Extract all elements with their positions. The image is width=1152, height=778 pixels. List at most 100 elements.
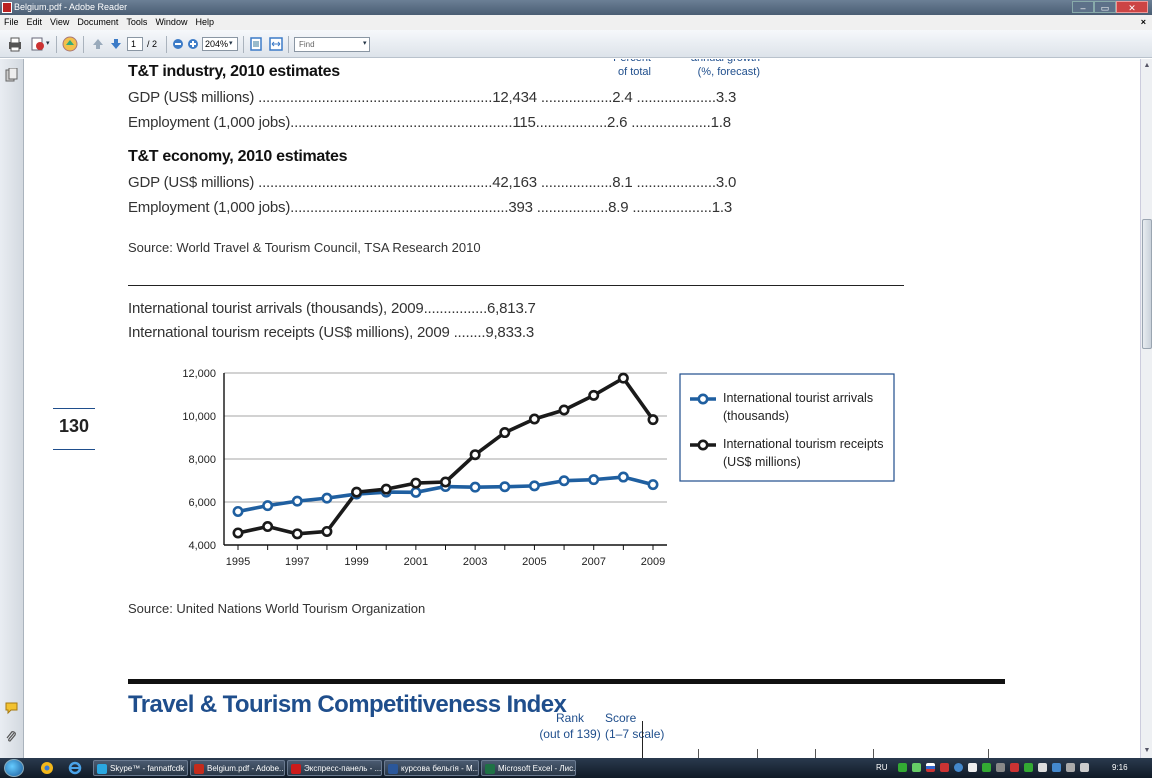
find-dropdown-icon[interactable]: ▾ [363,40,367,47]
tray-icon[interactable] [912,763,921,772]
print-icon[interactable] [7,36,23,52]
data-point [410,486,422,498]
language-indicator[interactable]: RU [876,763,888,772]
zoom-dropdown-icon[interactable]: ▾ [229,40,233,47]
scroll-down-icon[interactable]: ▼ [1143,747,1151,754]
x-tick-label: 1997 [285,556,309,568]
menu-document[interactable]: Document [77,17,119,27]
volume-icon[interactable] [1080,763,1089,772]
data-point [647,414,659,426]
word-icon [388,764,398,774]
document-close-button[interactable]: × [1140,17,1146,27]
fit-width-icon[interactable] [268,36,284,52]
tray-icon[interactable] [940,763,949,772]
start-button[interactable] [4,759,24,777]
y-tick-label: 8,000 [188,454,216,466]
close-button[interactable]: ✕ [1116,1,1148,13]
menu-tools[interactable]: Tools [126,17,148,27]
comments-panel-icon[interactable] [5,701,18,715]
data-point [262,521,274,533]
data-point [291,528,303,540]
x-tick-label: 2003 [463,556,487,568]
create-pdf-dropdown-icon[interactable]: ▾ [46,40,50,47]
tray-icon[interactable] [1024,763,1033,772]
y-tick-label: 10,000 [182,411,216,423]
tray-icon[interactable] [954,763,963,772]
attachments-panel-icon[interactable] [5,730,18,744]
data-point [351,486,363,498]
menu-help[interactable]: Help [195,17,214,27]
fit-page-icon[interactable] [248,36,264,52]
zoom-out-icon[interactable] [172,38,184,50]
tray-icon[interactable] [968,763,977,772]
x-tick-label: 2001 [404,556,428,568]
tray-icon[interactable] [982,763,991,772]
tray-icon[interactable] [1066,763,1075,772]
data-point [469,449,481,461]
data-point [617,471,629,483]
opera-icon [291,764,301,774]
zoom-in-icon[interactable] [187,38,199,50]
score-tick [815,749,816,758]
task-skype[interactable]: Skype™ - fannatfcdk [93,760,188,776]
tray-icon[interactable] [996,763,1005,772]
x-tick-label: 2007 [581,556,605,568]
task-adobe-reader[interactable]: Belgium.pdf - Adobe... [190,760,285,776]
collaborate-icon[interactable] [62,36,78,52]
create-pdf-icon[interactable] [30,36,46,52]
source-wttc: Source: World Travel & Tourism Council, … [128,240,481,255]
tourism-line-chart: 4,000 6,000 8,000 10,000 12,000 1995 1997 1999… [182,368,895,568]
task-opera[interactable]: Экспресс-панель - ... [287,760,382,776]
vertical-scrollbar[interactable]: ▲ ▼ [1140,59,1152,758]
maximize-button[interactable]: ▭ [1094,1,1116,13]
annual-growth-header: annual growth (%, forecast) [691,59,760,78]
industry-employment-row: Employment (1,000 jobs).................… [128,114,731,131]
menu-file[interactable]: File [4,17,19,27]
menu-edit[interactable]: Edit [26,17,43,27]
receipts-2009-line: International tourism receipts (US$ mill… [128,324,534,341]
data-point [380,483,392,495]
russian-flag-icon[interactable] [926,763,935,772]
score-header: Score (1–7 scale) [605,711,665,741]
data-point [499,481,511,493]
clock[interactable]: 9:16 [1112,763,1128,772]
task-excel[interactable]: Microsoft Excel - Лис... [481,760,576,776]
excel-icon [485,764,495,774]
scroll-thumb[interactable] [1142,219,1152,349]
y-tick-label: 12,000 [182,368,216,380]
data-point [647,479,659,491]
source-unwto: Source: United Nations World Tourism Org… [128,601,426,616]
score-tick [698,749,699,758]
score-tick [757,749,758,758]
find-input[interactable]: Find [294,37,370,52]
data-point [262,500,274,512]
menu-bar: File Edit View Document Tools Window Help × [0,15,1152,30]
tray-icon[interactable] [1052,763,1061,772]
chrome-launcher-icon[interactable] [40,761,54,775]
data-point [499,427,511,439]
data-point [291,495,303,507]
zoom-level-input[interactable]: 204% [202,37,238,51]
tt-economy-title: T&T economy, 2010 estimates [128,148,348,165]
tray-icon[interactable] [898,763,907,772]
ie-launcher-icon[interactable] [68,761,82,775]
document-page: Percent of total annual growth (%, forec… [25,59,1140,758]
task-word[interactable]: курсова бельгія - М... [384,760,479,776]
window-title: Belgium.pdf - Adobe Reader [14,2,128,12]
x-tick-label: 1999 [344,556,368,568]
page-number-input[interactable]: 1 [127,37,143,51]
data-point [321,492,333,504]
next-page-icon[interactable] [108,36,124,52]
scroll-up-icon[interactable]: ▲ [1143,62,1151,69]
menu-view[interactable]: View [50,17,70,27]
section-divider [128,285,904,286]
title-bar: Belgium.pdf - Adobe Reader – ▭ ✕ [0,0,1152,15]
tray-icon[interactable] [1010,763,1019,772]
tray-icon[interactable] [1038,763,1047,772]
pages-panel-icon[interactable] [5,68,18,82]
page-number: 130 [58,416,90,436]
data-point [558,404,570,416]
previous-page-icon[interactable] [90,36,106,52]
minimize-button[interactable]: – [1072,1,1094,13]
menu-window[interactable]: Window [155,17,188,27]
